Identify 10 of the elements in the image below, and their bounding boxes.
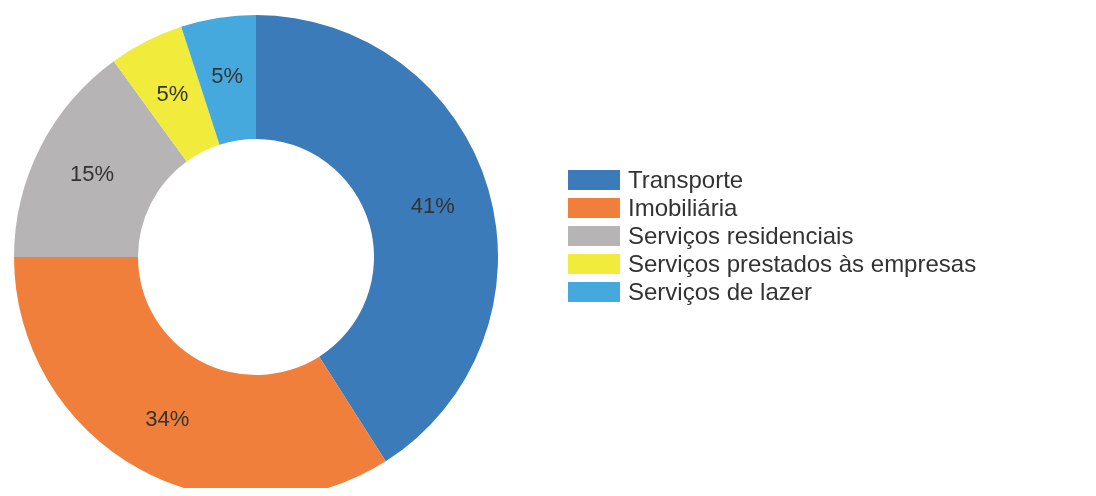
data-label: 34% (145, 405, 190, 431)
legend-label: Transporte (628, 166, 744, 194)
legend-label: Serviços residenciais (628, 222, 854, 250)
legend-label: Serviços de lazer (628, 278, 813, 306)
legend-label: Imobiliária (628, 194, 738, 222)
data-label: 5% (211, 62, 244, 88)
legend-label: Serviços prestados às empresas (628, 250, 977, 278)
data-label: 15% (70, 160, 115, 186)
data-label: 41% (410, 193, 455, 219)
data-label: 5% (156, 80, 189, 106)
